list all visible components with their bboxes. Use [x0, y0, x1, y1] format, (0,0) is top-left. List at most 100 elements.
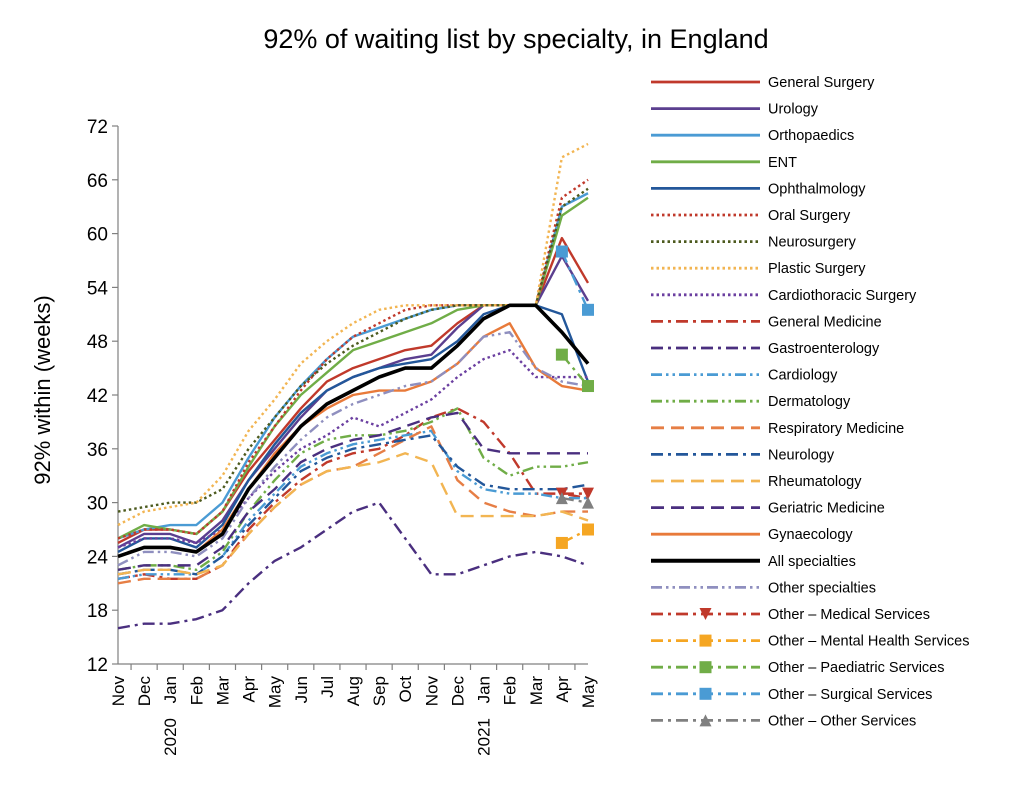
x-tick-label: Oct	[396, 676, 415, 703]
series-neurology	[117, 434, 589, 576]
legend-marker	[699, 661, 712, 674]
legend-label: Cardiology	[768, 368, 838, 384]
legend-label: Geriatric Medicine	[768, 501, 885, 517]
y-tick-label: 66	[87, 171, 108, 192]
y-axis-label: 92% within (weeks)	[30, 295, 55, 485]
legend-label: Gastroenterology	[768, 341, 880, 357]
legend-item-general-surgery: General Surgery	[651, 75, 875, 91]
chart-title: 92% of waiting list by specialty, in Eng…	[263, 24, 768, 54]
legend-label: General Medicine	[768, 314, 882, 330]
x-tick-label: Feb	[187, 676, 206, 705]
series-urology	[117, 254, 590, 549]
legend-item-plastic-surgery: Plastic Surgery	[651, 261, 866, 277]
y-tick-label: 24	[87, 547, 109, 568]
series-all-specialties	[117, 303, 590, 559]
legend-label: Oral Surgery	[768, 208, 851, 224]
data-point	[582, 380, 594, 393]
legend-item-general-medicine: General Medicine	[651, 314, 882, 330]
series-line	[117, 254, 590, 549]
legend-marker	[699, 687, 712, 700]
legend-label: Other – Surgical Services	[768, 687, 932, 703]
x-tick-label: Apr	[553, 676, 572, 703]
x-tick-label: Jan	[475, 676, 494, 703]
series-line	[117, 411, 588, 572]
series-line	[117, 303, 590, 559]
series-orthopaedics	[117, 192, 589, 540]
series-line	[117, 331, 589, 567]
series-gastroenterology	[117, 501, 589, 630]
legend-item-respiratory-medicine: Respiratory Medicine	[651, 421, 904, 437]
legend-label: Plastic Surgery	[768, 261, 866, 277]
series-respiratory-medicine	[117, 425, 588, 585]
x-tick-label: Dec	[448, 676, 467, 707]
legend-label: Other – Mental Health Services	[768, 634, 969, 650]
y-tick-label: 36	[87, 440, 108, 461]
series-line	[117, 434, 589, 576]
legend-item-other-surgical-services: Other – Surgical Services	[651, 687, 932, 703]
series-line	[117, 192, 589, 540]
legend-item-other-mental-health-services: Other – Mental Health Services	[651, 634, 969, 650]
x-tick-label: Feb	[501, 676, 520, 705]
legend-label: Respiratory Medicine	[768, 421, 904, 437]
legend-item-cardiothoracic-surgery: Cardiothoracic Surgery	[651, 288, 917, 304]
y-tick-label: 54	[87, 278, 109, 299]
y-tick-label: 42	[87, 386, 108, 407]
legend-label: Gynaecology	[768, 527, 853, 543]
legend-item-cardiology: Cardiology	[651, 368, 838, 384]
legend-item-neurology: Neurology	[651, 447, 835, 463]
series-dermatology	[117, 407, 589, 572]
x-tick-label: Nov	[109, 676, 128, 707]
legend-marker	[699, 714, 712, 727]
legend-item-other-specialties: Other specialties	[651, 580, 876, 596]
x-tick-label: Jul	[318, 676, 337, 698]
legend-item-dermatology: Dermatology	[651, 394, 851, 410]
legend-item-other-other-services: Other – Other Services	[651, 713, 916, 729]
series-line	[117, 348, 588, 549]
legend-item-orthopaedics: Orthopaedics	[651, 128, 854, 144]
data-point	[582, 523, 594, 536]
legend-label: Orthopaedics	[768, 128, 854, 144]
series-ophthalmology	[117, 304, 590, 553]
y-tick-label: 48	[87, 332, 108, 353]
legend-label: Cardiothoracic Surgery	[768, 288, 917, 304]
series-line	[561, 496, 589, 504]
y-tick-label: 12	[87, 655, 108, 676]
legend-item-oral-surgery: Oral Surgery	[651, 208, 851, 224]
legend-label: Neurology	[768, 447, 835, 463]
data-point	[582, 487, 594, 500]
series-other-other-services	[555, 492, 594, 509]
legend-item-ent: ENT	[651, 155, 797, 171]
x-tick-label: Apr	[240, 676, 259, 703]
legend: General Surgery Urology Orthopaedics ENT Oph…	[651, 75, 969, 729]
legend-item-all-specialties: All specialties	[651, 554, 856, 570]
legend-item-urology: Urology	[651, 102, 819, 118]
data-point	[555, 348, 568, 361]
series-line	[117, 304, 590, 553]
series-other-specialties	[117, 331, 589, 567]
x-year-label: 2021	[475, 718, 494, 756]
series-line	[117, 452, 589, 576]
series-rheumatology	[117, 452, 589, 576]
x-tick-label: Jan	[161, 676, 180, 703]
series-cardiothoracic-surgery	[117, 348, 588, 549]
legend-label: Other – Paediatric Services	[768, 660, 945, 676]
legend-label: Ophthalmology	[768, 181, 866, 197]
legend-label: Other specialties	[768, 580, 876, 596]
plot-area	[117, 142, 594, 630]
x-tick-label: Aug	[344, 676, 363, 706]
legend-item-gynaecology: Gynaecology	[651, 527, 853, 543]
legend-item-ophthalmology: Ophthalmology	[651, 181, 866, 197]
x-tick-label: Nov	[422, 676, 441, 707]
x-tick-label: Mar	[527, 676, 546, 706]
y-tick-label: 60	[87, 225, 108, 246]
data-point	[582, 496, 594, 509]
legend-label: All specialties	[768, 554, 856, 570]
legend-marker	[699, 634, 712, 647]
x-axis-ticks: Nov Dec Jan Feb Mar Apr May Jun Jul Aug Sep Oct Nov D…	[109, 664, 598, 756]
data-point	[582, 303, 594, 316]
legend-item-other-paediatric-services: Other – Paediatric Services	[651, 660, 945, 676]
data-point	[555, 492, 568, 505]
x-year-label: 2020	[161, 718, 180, 756]
series-line	[117, 501, 589, 630]
